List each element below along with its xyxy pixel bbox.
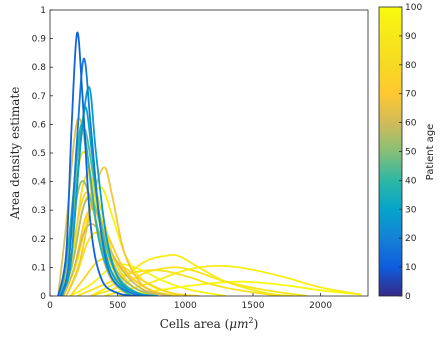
x-axis-label: Cells area (μm2) — [160, 316, 259, 331]
y-tick-label: 0.8 — [32, 63, 47, 73]
y-axis-label: Area density estimate — [8, 87, 22, 221]
density-curve-age-18 — [59, 57, 152, 296]
y-tick-label: 1 — [40, 6, 46, 16]
colorbar-tick-label: 60 — [405, 119, 417, 129]
density-curve-age-55 — [61, 197, 159, 296]
colorbar-tick-label: 90 — [405, 32, 417, 42]
colorbar-tick-label: 100 — [405, 3, 422, 13]
series-layer — [57, 31, 362, 296]
colorbar-tick-label: 20 — [405, 234, 417, 244]
y-tick-label: 0.3 — [32, 206, 46, 216]
y-tick-label: 0.2 — [32, 235, 46, 245]
y-tick-label: 0.5 — [32, 149, 46, 159]
x-tick-label: 1500 — [242, 301, 265, 311]
y-tick-label: 0.9 — [32, 35, 47, 45]
x-ticks: 0 500 1000 1500 2000 — [47, 293, 332, 311]
x-tick-label: 1000 — [174, 301, 197, 311]
y-tick-label: 0.7 — [32, 92, 46, 102]
density-curve-age-28 — [61, 86, 146, 296]
y-tick-label: 0.4 — [32, 178, 47, 188]
density-curve-age-86 — [76, 269, 281, 296]
density-curve-age-99 — [117, 280, 362, 296]
y-tick-label: 0.1 — [32, 263, 46, 273]
colorbar-tick-label: 70 — [405, 90, 417, 100]
colorbar-tick-label: 50 — [405, 148, 417, 158]
colorbar-tick-label: 80 — [405, 61, 417, 71]
colorbar-tick-label: 40 — [405, 176, 417, 186]
y-tick-label: 0.6 — [32, 120, 47, 130]
x-tick-label: 2000 — [309, 301, 332, 311]
colorbar-tick-label: 0 — [405, 292, 411, 302]
x-tick-label: 0 — [47, 301, 53, 311]
plot-frame — [49, 9, 369, 297]
colorbar-ticks: 0 10 20 30 40 50 60 70 80 90 100 — [399, 3, 422, 302]
colorbar — [378, 6, 403, 297]
colorbar-label: Patient age — [425, 124, 436, 181]
y-tick-label: 0 — [40, 292, 46, 302]
x-tick-label: 500 — [109, 301, 126, 311]
density-curve-age-12 — [57, 31, 139, 296]
colorbar-tick-label: 30 — [405, 205, 417, 215]
colorbar-tick-label: 10 — [405, 263, 417, 273]
density-curve-age-68 — [65, 166, 166, 296]
y-ticks: 0 0.1 0.2 0.3 0.4 0.5 0.6 0.7 0.8 0.9 1 — [32, 6, 53, 302]
